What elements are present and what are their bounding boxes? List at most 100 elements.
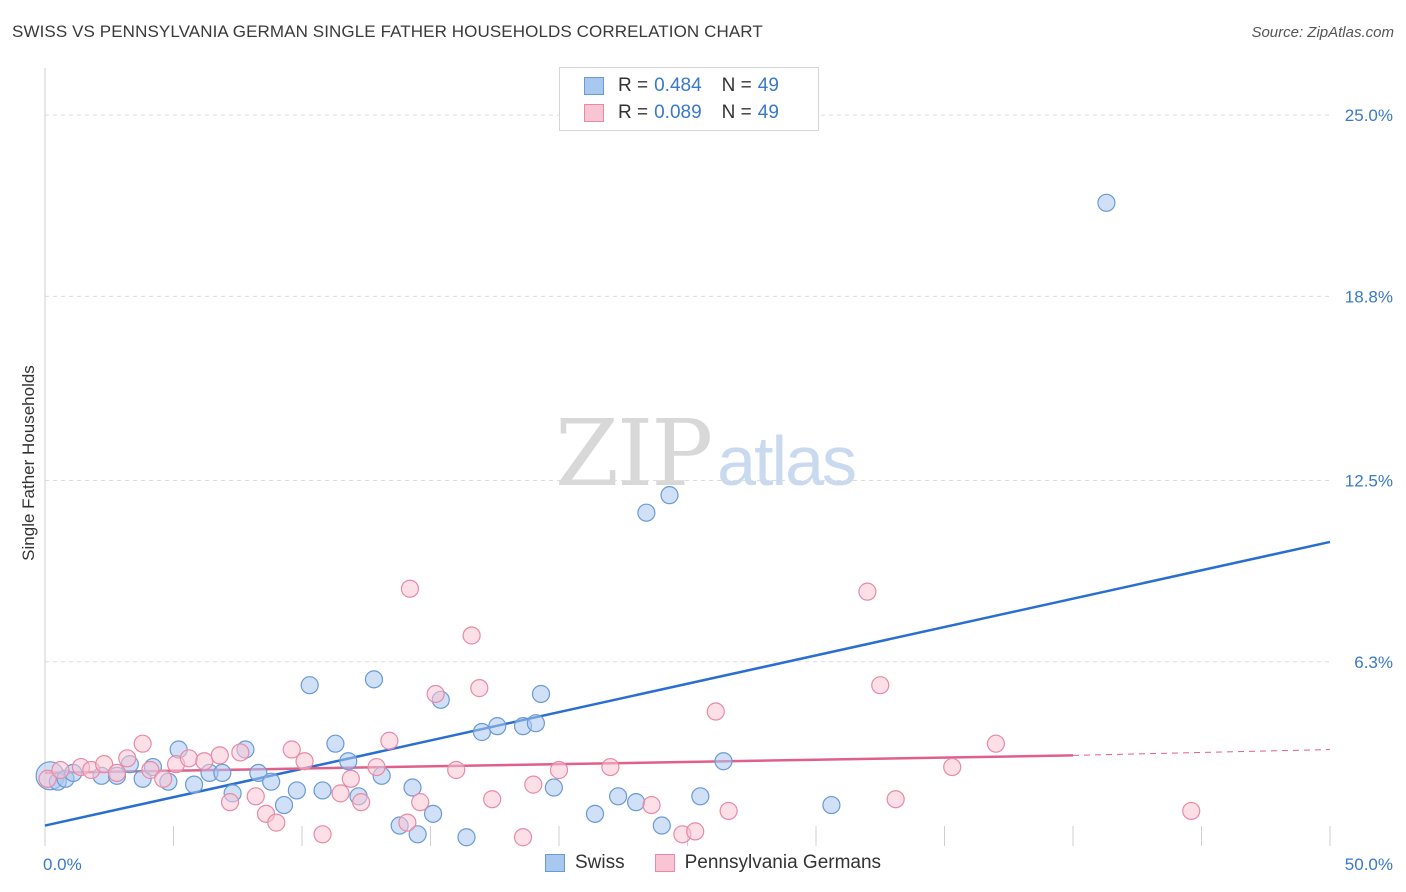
- data-point: [526, 714, 545, 733]
- trendline-pennsylvania-germans: [1072, 749, 1331, 756]
- series-swatch-swiss: [545, 854, 565, 872]
- series-swiss: [35, 193, 1116, 847]
- data-point: [524, 775, 543, 794]
- series-legend: Swiss Pennsylvania Germans: [545, 852, 911, 874]
- x-tick-label: 0.0%: [43, 855, 82, 874]
- data-point: [488, 717, 507, 736]
- data-point: [822, 795, 841, 815]
- data-point: [367, 757, 386, 777]
- series-legend-pennsylvania-germans[interactable]: Pennsylvania Germans: [654, 852, 882, 874]
- legend-swatch-swiss: [584, 77, 604, 95]
- source-label: Source: ZipAtlas.com: [1251, 24, 1394, 41]
- data-point: [609, 787, 628, 806]
- data-point: [544, 778, 563, 797]
- data-point: [154, 769, 173, 788]
- data-point: [295, 752, 314, 771]
- legend-r-value: 0.484: [654, 75, 702, 96]
- data-point: [213, 763, 232, 783]
- legend-n-label: N =: [721, 102, 752, 123]
- data-point: [352, 793, 371, 812]
- data-point: [38, 769, 57, 788]
- data-point: [472, 722, 491, 742]
- data-point: [423, 804, 443, 823]
- series-swatch-pennsylvania-germans: [654, 854, 675, 872]
- data-point: [287, 781, 306, 800]
- data-point: [107, 763, 127, 783]
- series-legend-swiss[interactable]: Swiss: [545, 852, 625, 874]
- data-point: [400, 579, 420, 598]
- legend-r-value: 0.089: [654, 102, 702, 123]
- data-point: [447, 760, 466, 780]
- legend-row-pennsylvania-germans: R = 0.089 N = 49: [584, 101, 779, 125]
- data-point: [274, 795, 294, 815]
- axis-labels: 6.3% 12.5% 18.8% 25.0% 0.0% 50.0% Single Fathe…: [19, 106, 1393, 874]
- data-point: [858, 582, 877, 601]
- y-tick-label: 18.8%: [1345, 287, 1393, 306]
- data-point: [364, 670, 384, 689]
- data-point: [411, 793, 430, 812]
- data-point: [601, 757, 620, 777]
- data-point: [331, 784, 350, 803]
- data-point: [549, 760, 569, 780]
- data-point: [141, 760, 160, 780]
- data-point: [51, 760, 70, 780]
- data-point: [470, 679, 489, 698]
- legend-swatch-pennsylvania-germans: [584, 104, 604, 122]
- data-point: [184, 775, 204, 794]
- legend-n-label: N =: [721, 75, 752, 96]
- chart-title: SWISS VS PENNSYLVANIA GERMAN SINGLE FATH…: [12, 22, 763, 41]
- legend-r-label: R =: [618, 75, 649, 96]
- data-point: [313, 781, 332, 800]
- axes: [44, 68, 1331, 846]
- y-tick-label: 12.5%: [1345, 472, 1393, 491]
- data-point: [118, 749, 137, 768]
- legend-n-value: 49: [757, 102, 779, 123]
- data-point: [585, 804, 605, 823]
- data-point: [179, 749, 199, 768]
- data-point: [871, 676, 890, 695]
- data-point: [886, 790, 905, 809]
- data-point: [660, 486, 679, 505]
- data-point: [326, 734, 345, 753]
- series-label-swiss: Swiss: [575, 852, 625, 873]
- data-point: [95, 755, 114, 774]
- correlation-legend: R = 0.484 N = 49 R = 0.089 N = 49: [559, 67, 819, 131]
- legend-row-swiss: R = 0.484 N = 49: [584, 74, 779, 98]
- x-tick-label: 50.0%: [1345, 855, 1393, 874]
- legend-n-value: 49: [757, 75, 779, 96]
- series-pennsylvania-germans: [38, 579, 1201, 847]
- y-axis-title: Single Father Households: [19, 365, 38, 561]
- data-point: [1182, 801, 1201, 821]
- watermark-zip: ZIP: [555, 400, 713, 507]
- data-point: [267, 813, 286, 832]
- data-points: [35, 193, 1201, 847]
- data-point: [719, 801, 738, 821]
- data-point: [986, 734, 1006, 753]
- series-label-pennsylvania-germans: Pennsylvania Germans: [684, 852, 882, 873]
- y-tick-label: 25.0%: [1345, 106, 1393, 125]
- data-point: [403, 778, 422, 797]
- data-point: [210, 746, 229, 765]
- data-point: [398, 813, 417, 832]
- data-point: [457, 828, 476, 847]
- data-point: [313, 825, 332, 844]
- data-point: [483, 790, 502, 809]
- data-point: [462, 626, 481, 645]
- data-point: [249, 763, 268, 783]
- data-point: [339, 752, 358, 771]
- data-point: [943, 757, 962, 777]
- data-point: [714, 752, 733, 771]
- data-point: [282, 740, 301, 759]
- data-point: [195, 752, 214, 771]
- legend-r-label: R =: [618, 102, 649, 123]
- watermark: ZIPatlas: [555, 400, 857, 507]
- data-point: [246, 787, 265, 806]
- data-point: [626, 793, 646, 812]
- data-point: [220, 793, 240, 812]
- data-point: [531, 684, 551, 704]
- data-point: [1097, 193, 1116, 212]
- y-tick-label: 6.3%: [1354, 653, 1393, 672]
- data-point: [262, 772, 281, 791]
- data-point: [706, 702, 725, 721]
